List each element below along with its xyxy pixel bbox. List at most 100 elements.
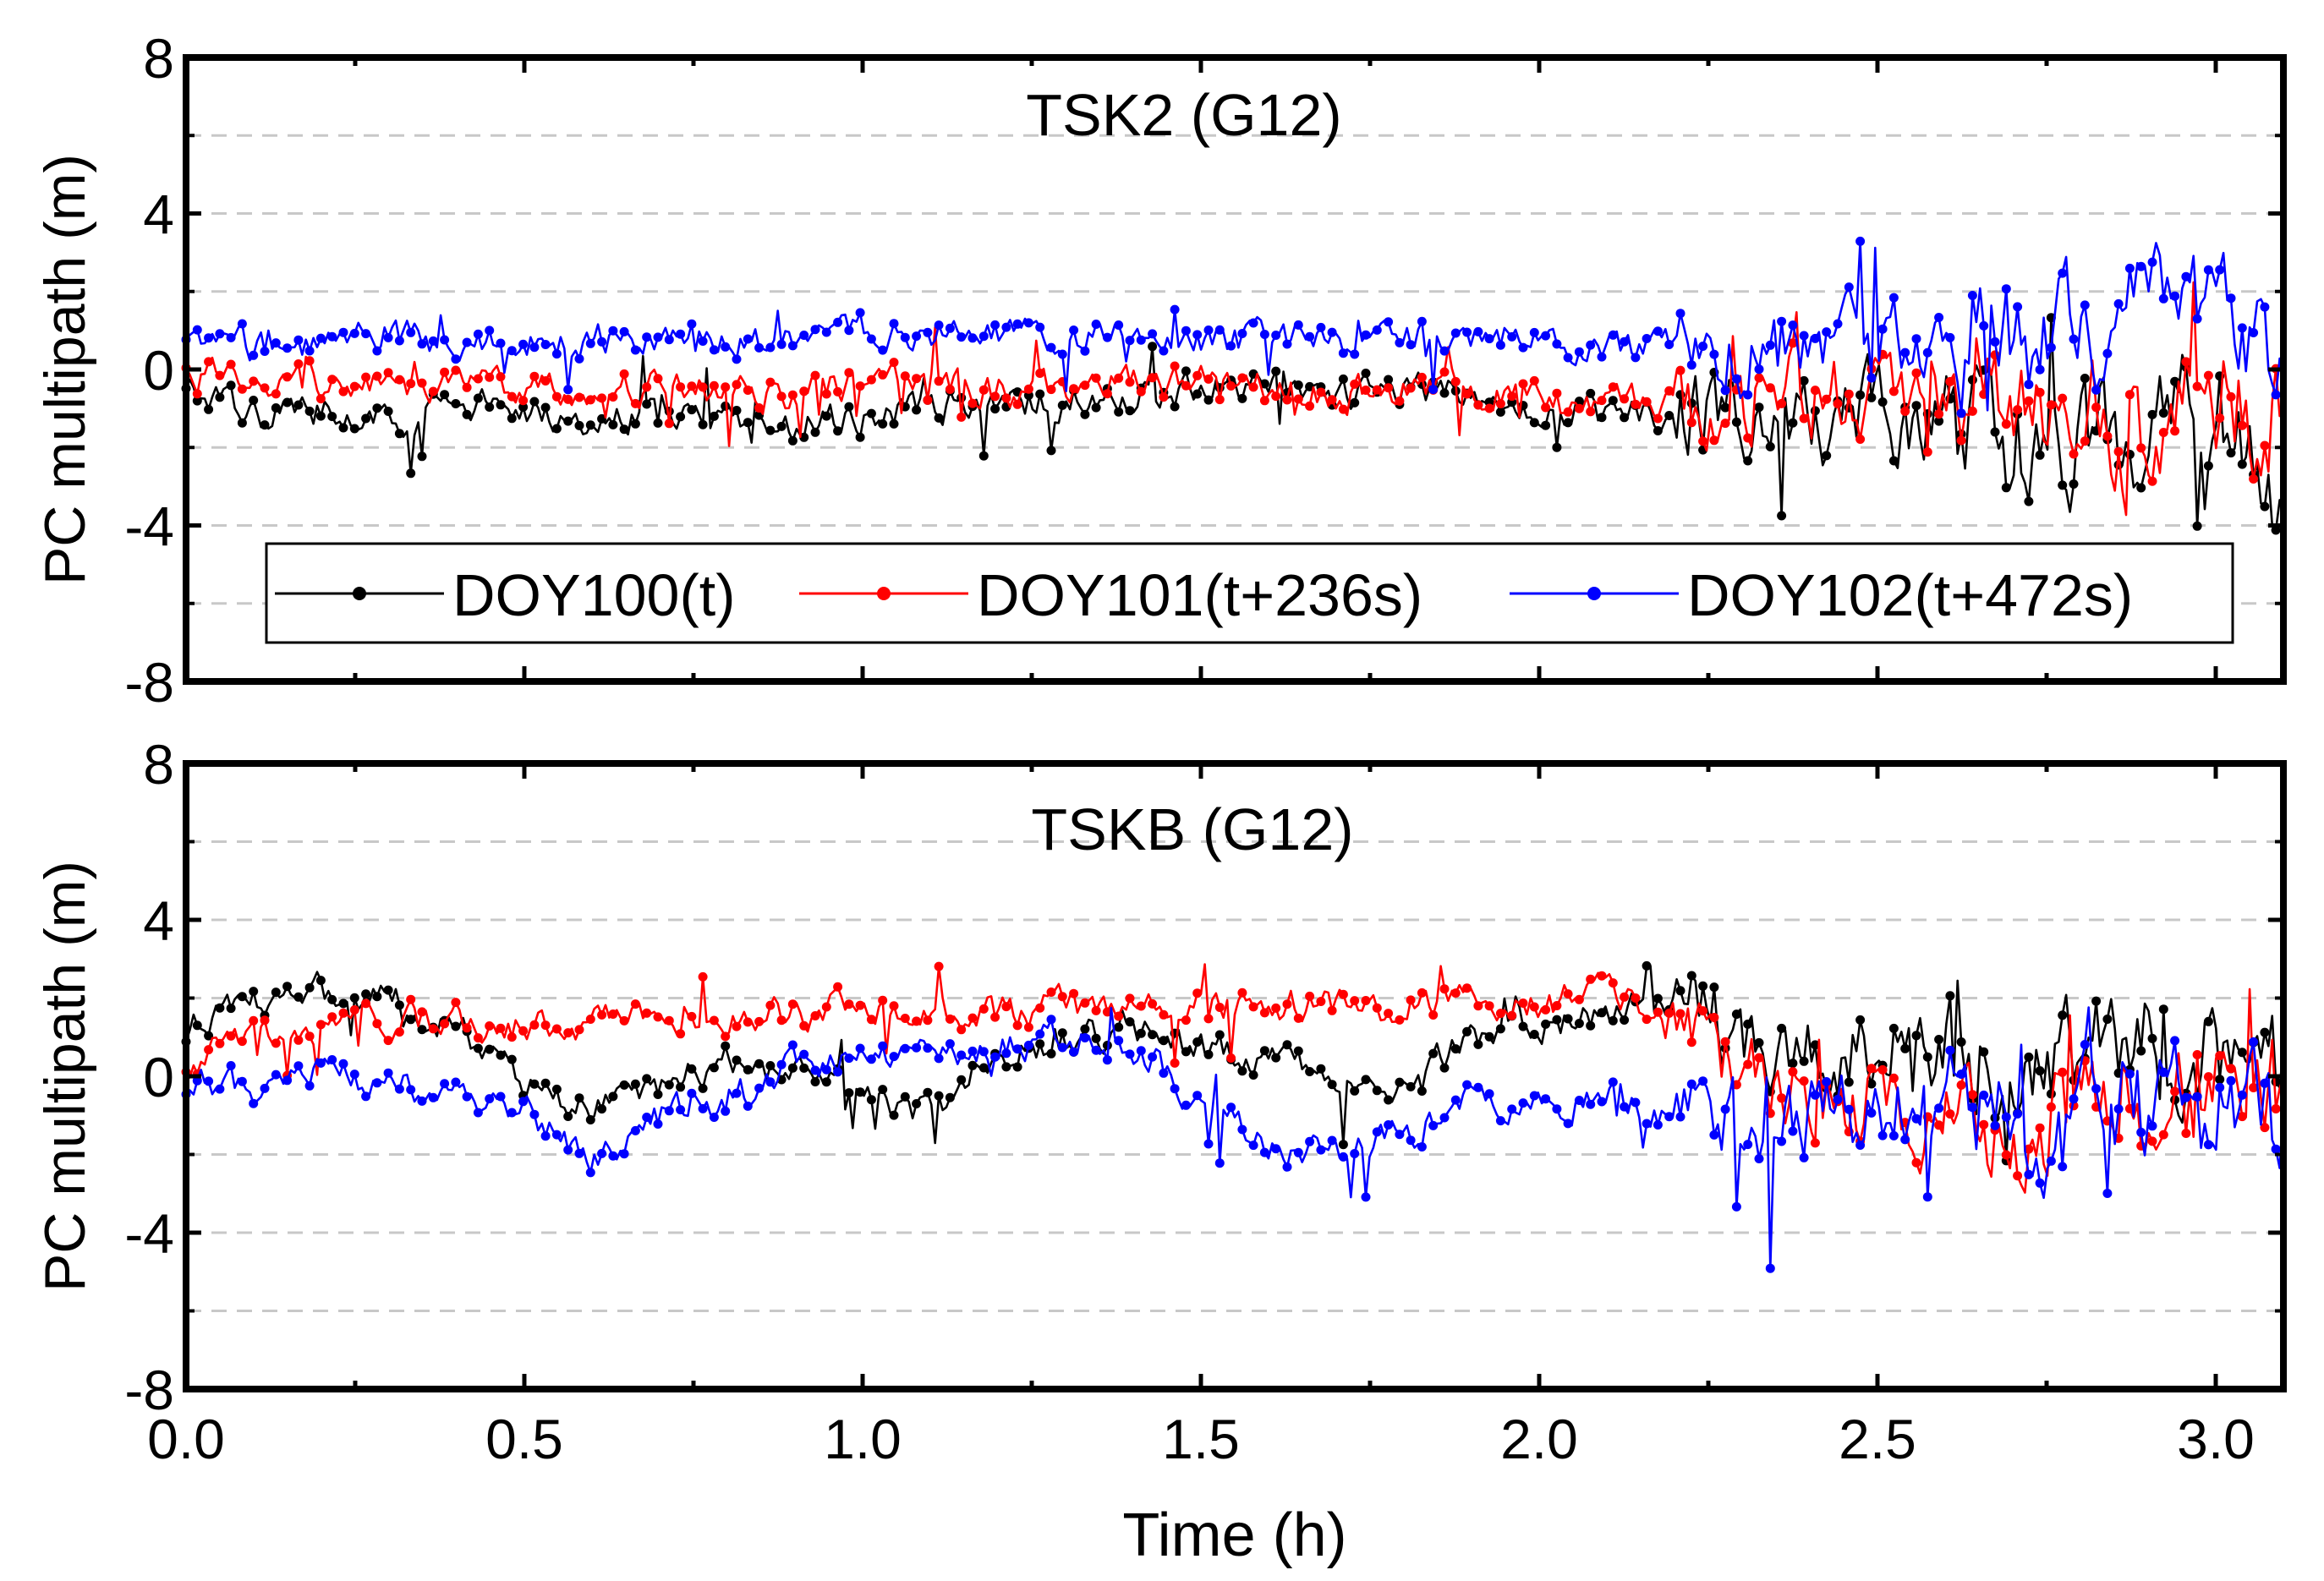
panel-top-series-point (597, 336, 607, 347)
panel-top-series-point (878, 345, 888, 355)
panel-top-series-point (2249, 474, 2259, 484)
panel-bottom-series-point (1170, 1058, 1180, 1068)
panel-top-series-point (507, 391, 517, 402)
panel-top-series-point (2013, 302, 2023, 312)
panel-bottom-series-point (1417, 1142, 1427, 1152)
panel-bottom-series-point (1428, 1048, 1439, 1059)
panel-bottom-series-point (923, 1087, 933, 1097)
panel-top-series-point (900, 371, 910, 381)
panel-top-series-point (485, 326, 495, 336)
panel-bottom-series-point (2035, 1178, 2045, 1188)
panel-bottom-series-point (1148, 998, 1158, 1009)
panel-top-series-point (1484, 403, 1494, 413)
panel-top-series-point (1282, 339, 1292, 349)
panel-top-series-point (1620, 394, 1630, 404)
panel-top-series-point (2158, 293, 2168, 304)
panel-top-series-point (260, 347, 270, 356)
panel-bottom-series-point (833, 1067, 843, 1077)
panel-bottom-series-point (1248, 1141, 1258, 1151)
panel-bottom-series-point (394, 1027, 404, 1037)
panel-top-series-point (945, 323, 955, 333)
panel-bottom-series-point (1698, 1076, 1708, 1086)
panel-bottom-series-point (563, 1145, 573, 1155)
panel-bottom-series-point (451, 1077, 461, 1087)
panel-bottom-series-point (1001, 1048, 1011, 1059)
panel-top-series-point (1990, 427, 2000, 437)
panel-bottom-series-point (1686, 971, 1696, 981)
panel-top-series-point (551, 424, 562, 434)
panel-top-series-point (2001, 483, 2011, 493)
panel-bottom-series-point (1608, 978, 1618, 988)
panel-bottom-series-point (833, 982, 843, 992)
panel-bottom-series-point (2046, 1156, 2056, 1166)
panel-top-series-point (1361, 369, 1371, 378)
panel-bottom-series-point (878, 1041, 888, 1051)
panel-bottom-series-point (1091, 1045, 1101, 1055)
panel-bottom-series-point (1214, 1003, 1225, 1012)
panel-bottom-series-point (912, 1099, 922, 1108)
panel-bottom-series-point (2158, 1067, 2168, 1077)
panel-bottom-series-point (406, 994, 416, 1004)
panel-bottom-series-point (327, 1055, 337, 1064)
panel-top-series-point (518, 396, 529, 406)
panel-top-series-point (518, 402, 529, 412)
panel-bottom-series-point (698, 971, 708, 982)
panel-bottom-series-point (1934, 1120, 1944, 1130)
panel-top-series-point (1046, 342, 1056, 353)
panel-top-series-point (485, 402, 495, 412)
panel-top-series-point (2226, 448, 2236, 458)
panel-bottom-series-point (1799, 1152, 1809, 1162)
panel-bottom-series-point (1754, 1053, 1764, 1063)
panel-bottom-series-point (2181, 1092, 2191, 1102)
panel-top-series-point (912, 374, 922, 384)
panel-bottom-series-point (934, 961, 944, 971)
panel-top-series-point (2181, 357, 2191, 367)
panel-bottom-series-point (866, 1015, 876, 1025)
panel-bottom-series-point (1586, 974, 1596, 984)
panel-bottom-ytick-label: 8 (143, 733, 174, 796)
panel-top-series-point (1664, 386, 1674, 396)
panel-top-series-point (1439, 367, 1450, 377)
panel-bottom-series-point (518, 1026, 529, 1036)
legend-box (265, 542, 2234, 644)
panel-top-series-point (2215, 413, 2225, 423)
panel-bottom-series-point (1888, 1073, 1899, 1083)
panel-top-series-point (754, 403, 765, 413)
panel-bottom-series-point (721, 1031, 731, 1042)
panel-top-series-point (2260, 440, 2270, 451)
panel-bottom-series-point (1956, 1037, 1966, 1047)
panel-bottom-series-point (1192, 1037, 1203, 1047)
panel-bottom-series-point (1417, 1086, 1427, 1096)
panel-top-series-point (855, 432, 865, 442)
panel-top-series-point (978, 331, 989, 342)
panel-bottom-series-point (1956, 1080, 1966, 1090)
panel-top-series-point (1855, 390, 1866, 400)
panel-top-series-point (563, 385, 573, 395)
panel-top-series-point (1597, 352, 1607, 362)
panel-top-series-point (2024, 380, 2034, 390)
panel-top-series-point (732, 406, 742, 415)
panel-top-series-point (1754, 364, 1764, 375)
panel-top-series-point (1777, 398, 1787, 408)
panel-bottom-series-point (1664, 1112, 1674, 1122)
panel-top-series-point (1214, 325, 1225, 335)
panel-top-series-point (2136, 483, 2146, 493)
panel-top-series-point (1855, 435, 1866, 444)
panel-bottom-series-point (1361, 1075, 1371, 1085)
panel-bottom-series-point (945, 1014, 955, 1024)
panel-bottom-series-point (2158, 1004, 2168, 1015)
panel-top-series-point (327, 375, 337, 385)
panel-top-series-point (956, 332, 967, 342)
panel-top-series-point (1698, 436, 1708, 446)
panel-bottom-series-point (1316, 1145, 1326, 1155)
panel-top-series-point (1900, 347, 1910, 358)
panel-bottom-series-point (1259, 1046, 1269, 1056)
panel-bottom-series-point (1608, 1015, 1618, 1026)
panel-top-series-point (282, 343, 293, 353)
panel-top-series-point (1844, 282, 1854, 293)
panel-bottom-series-point (372, 1078, 382, 1088)
panel-top-series-point (878, 418, 888, 429)
panel-bottom-series-point (1237, 987, 1247, 998)
panel-top-series-point (1552, 442, 1562, 452)
panel-top-series-point (2113, 298, 2124, 309)
